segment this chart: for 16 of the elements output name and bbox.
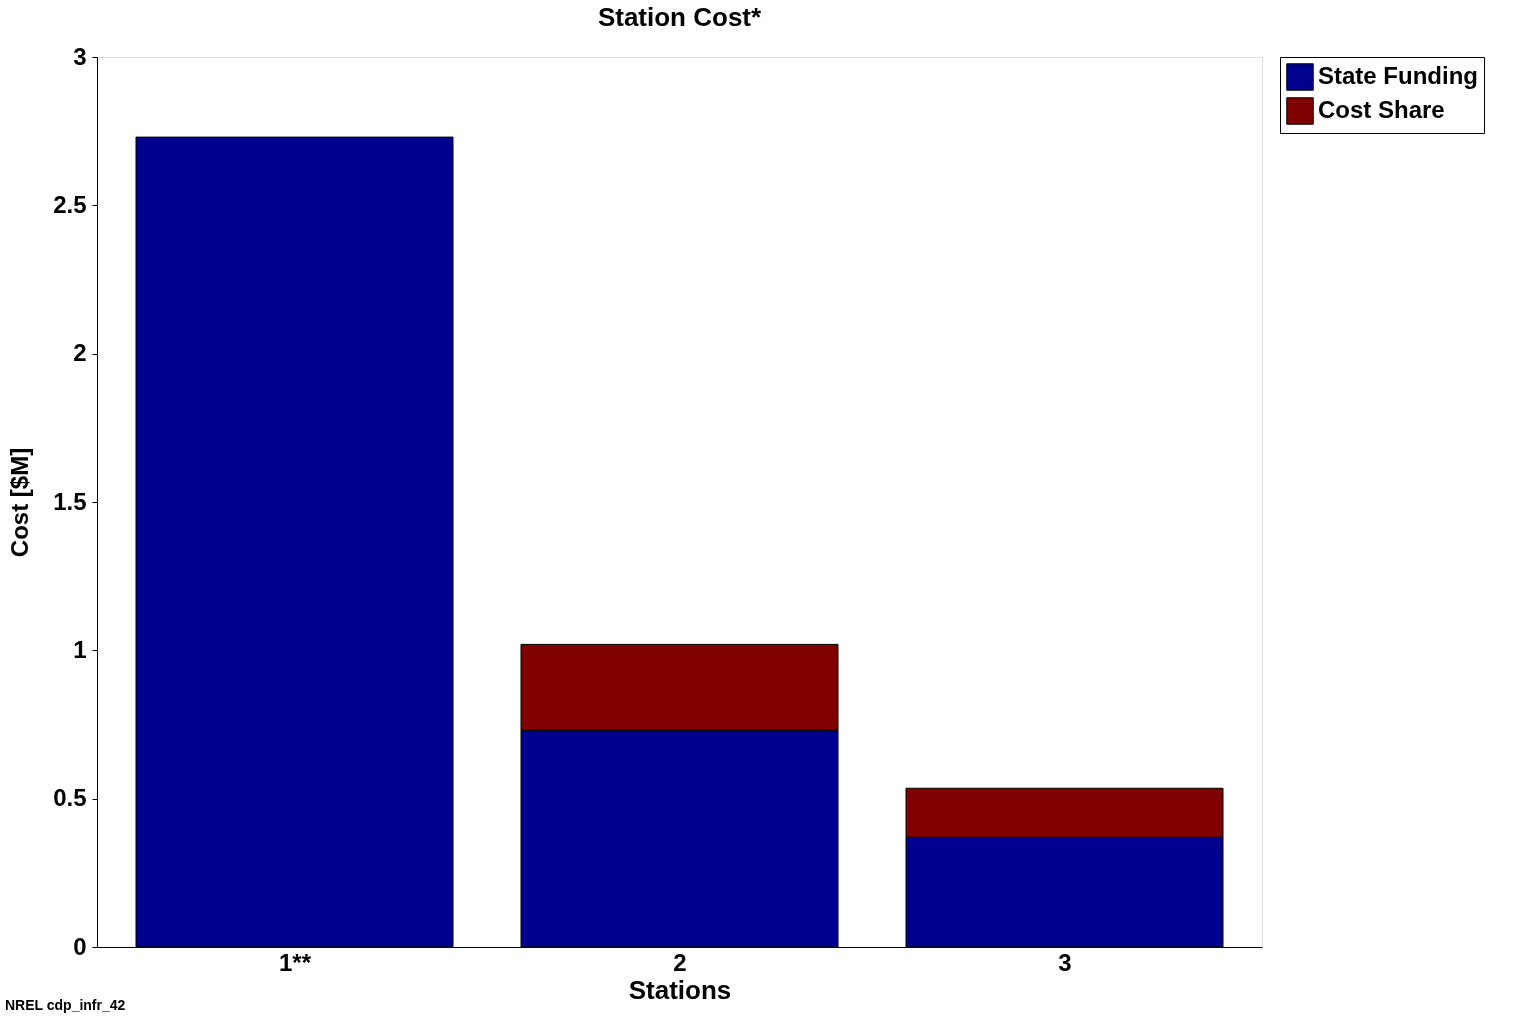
chart-title: Station Cost* [597, 2, 762, 32]
y-axis-title: Cost [$M] [6, 447, 34, 558]
x-tick-label: 2 [673, 948, 687, 976]
x-tick-label: 3 [1058, 948, 1072, 976]
legend-label: Cost Share [1318, 96, 1445, 123]
y-tick-label: 2 [73, 339, 87, 367]
x-tick-label: 1** [278, 948, 312, 976]
legend-label: State Funding [1318, 62, 1478, 89]
y-tick-label: 1 [73, 635, 87, 663]
x-axis-title: Stations [628, 974, 732, 1005]
text: NREL cdp_infr_42 [5, 997, 126, 1013]
y-tick-label: 3 [73, 42, 87, 70]
y-tick-label: 2.5 [53, 190, 87, 218]
y-tick-label: 0 [73, 932, 87, 960]
y-tick-label: 0.5 [53, 784, 87, 812]
y-tick-label: 1.5 [53, 487, 87, 515]
